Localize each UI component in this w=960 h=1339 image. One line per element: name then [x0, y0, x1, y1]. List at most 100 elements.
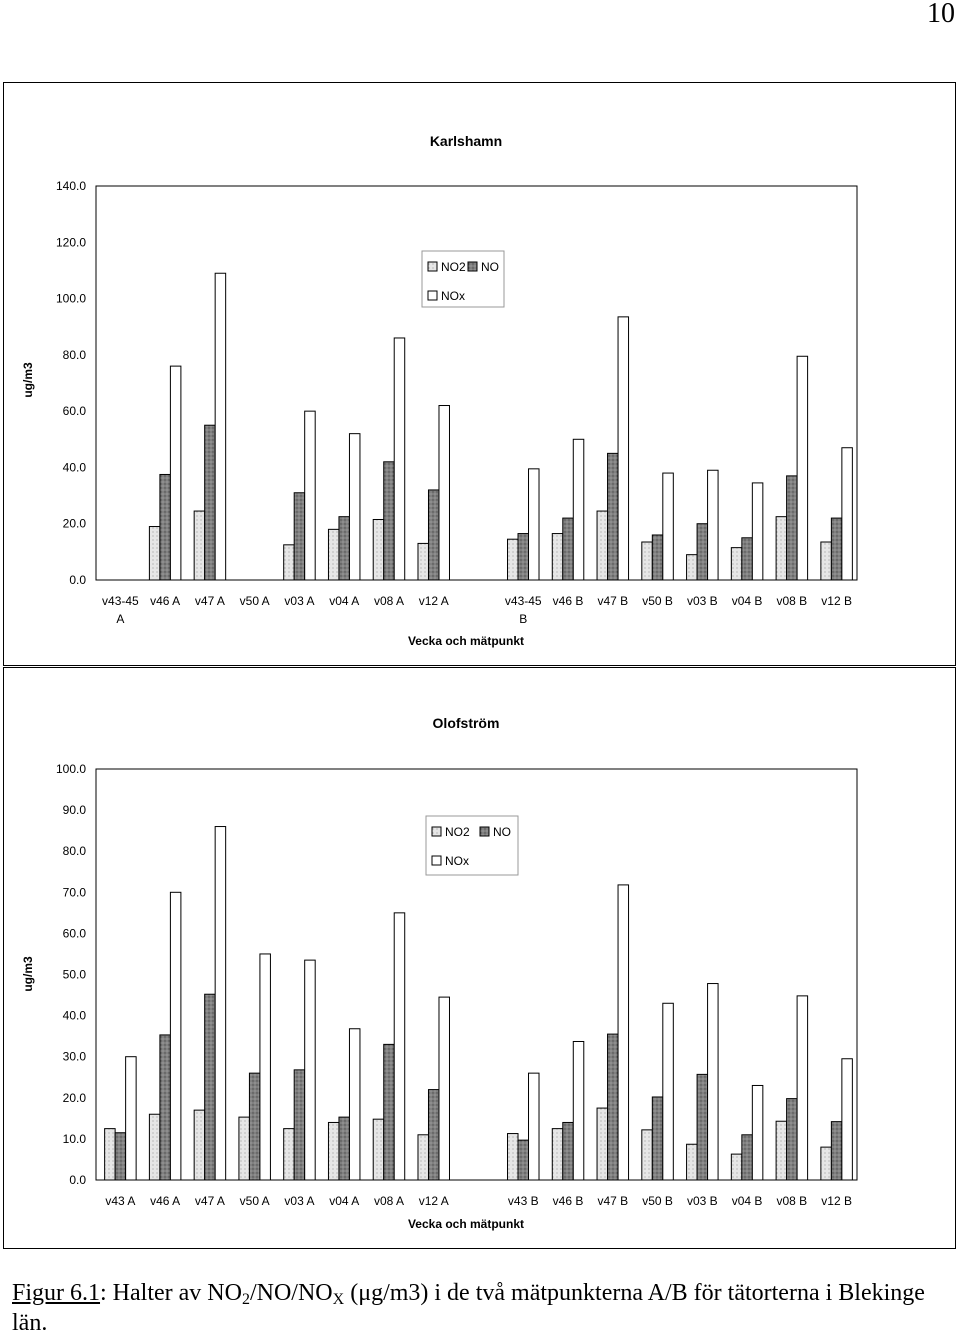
bar-nox	[572, 1040, 585, 1181]
bar-nox	[662, 472, 674, 581]
legend-label-no2: NO2	[445, 825, 470, 839]
bar-no	[293, 492, 306, 581]
bar-nox	[796, 355, 809, 581]
bar-nox	[841, 447, 853, 581]
bar-nox	[528, 1072, 540, 1181]
bar-no	[741, 537, 753, 581]
bar-no2	[686, 554, 698, 581]
bar-no	[383, 461, 395, 581]
bar-nox	[438, 405, 450, 581]
bar-no	[517, 1139, 530, 1181]
bar-no2	[596, 1107, 609, 1181]
y-tick-label: 40.0	[63, 1009, 87, 1023]
x-tick-label: v46 A	[150, 1194, 180, 1208]
y-tick-label: 90.0	[63, 803, 87, 817]
x-tick-label: v08 B	[777, 1194, 808, 1208]
bar-no	[562, 1121, 574, 1181]
x-tick-label: v46 B	[553, 594, 584, 608]
bar-nox	[304, 959, 316, 1181]
bar-nox	[125, 1056, 137, 1181]
x-tick-label: v47 B	[597, 594, 628, 608]
x-tick-label: v12 B	[821, 1194, 852, 1208]
bar-nox	[707, 983, 719, 1181]
bar-no	[159, 1034, 171, 1181]
x-tick-label: v50 A	[240, 594, 270, 608]
bar-no2	[104, 1128, 116, 1181]
x-tick-label: v04 B	[732, 594, 763, 608]
bar-no	[830, 1121, 843, 1181]
x-tick-label: v47 A	[195, 1194, 225, 1208]
plot-area-frame	[95, 768, 858, 1181]
x-tick-label: v47 B	[597, 1194, 628, 1208]
x-tick-label: v12 B	[821, 594, 852, 608]
bar-nox	[438, 996, 450, 1181]
y-tick-label: 0.0	[69, 1173, 86, 1187]
plot-area-frame	[95, 185, 858, 581]
bar-no2	[551, 1128, 564, 1181]
bar-no2	[283, 544, 295, 581]
bar-no2	[641, 1129, 653, 1181]
bar-nox	[214, 272, 227, 581]
y-tick-label: 140.0	[56, 179, 86, 193]
bar-nox	[393, 337, 406, 581]
page-number: 10	[927, 0, 955, 29]
x-tick-label: v43-45 A	[102, 594, 139, 626]
legend-swatch-no	[479, 826, 490, 837]
legend-label-nox: NOx	[441, 289, 465, 303]
caption-subscript-2: X	[332, 1291, 345, 1308]
bar-no	[427, 489, 440, 581]
chart-title: Karlshamn	[430, 133, 502, 149]
bar-nox	[528, 468, 540, 581]
bar-no	[159, 473, 171, 581]
bar-no2	[507, 1133, 519, 1181]
caption-text-2: /NO/NO	[249, 1280, 333, 1306]
bar-nox	[617, 316, 630, 581]
bar-nox	[348, 433, 361, 581]
bar-no2	[551, 533, 564, 581]
chart-karlshamn-svg: Karlshamn ug/m3 Vecka och mätpunkt 0.0 20.0 4…	[21, 133, 858, 648]
x-tick-label: v04 A	[329, 1194, 359, 1208]
y-axis-label: ug/m3	[21, 362, 35, 398]
y-tick-label: 60.0	[63, 926, 87, 940]
x-tick-label: v04 A	[329, 594, 359, 608]
bar-no	[248, 1072, 261, 1181]
legend-swatch-no	[467, 261, 478, 272]
x-tick-label: v08 A	[374, 1194, 404, 1208]
bar-no	[786, 475, 798, 581]
y-axis-label: ug/m3	[21, 956, 35, 992]
bar-no	[338, 1116, 350, 1181]
bar-no2	[820, 541, 832, 581]
x-tick-label: v47 A	[195, 594, 225, 608]
y-tick-label: 0.0	[69, 573, 86, 587]
x-tick-label: v03 B	[687, 594, 718, 608]
y-tick-label: 120.0	[56, 235, 86, 249]
bar-nox	[348, 1028, 361, 1181]
bar-no	[651, 1096, 664, 1181]
bar-nox	[393, 912, 406, 1181]
bar-nox	[259, 953, 271, 1181]
chart-karlshamn: Karlshamn ug/m3 Vecka och mätpunkt 0.0 20.0 4…	[3, 82, 956, 666]
bar-no2	[148, 1113, 161, 1181]
x-tick-label: v12 A	[419, 1194, 449, 1208]
x-tick-label: v50 B	[642, 594, 673, 608]
x-tick-label: v08 A	[374, 594, 404, 608]
x-tick-label: v50 B	[642, 1194, 673, 1208]
bar-no	[114, 1132, 127, 1181]
bar-nox	[304, 410, 316, 581]
bar-no2	[596, 510, 609, 581]
bar-nox	[169, 365, 182, 581]
x-axis-label: Vecka och mätpunkt	[408, 634, 524, 648]
bar-nox	[169, 891, 182, 1181]
y-tick-label: 70.0	[63, 885, 87, 899]
x-tick-label: v03 A	[284, 594, 314, 608]
bar-nox	[707, 469, 719, 581]
bar-no2	[327, 528, 340, 581]
x-tick-label: v04 B	[732, 1194, 763, 1208]
bar-no	[562, 517, 574, 581]
bar-no	[696, 523, 709, 581]
bar-nox	[572, 438, 585, 581]
bar-no	[741, 1134, 753, 1181]
bar-no	[651, 534, 664, 581]
caption-text-3: (μg/m3) i de två mätpunkterna A/B för tä…	[12, 1280, 925, 1336]
bar-nox	[214, 826, 227, 1181]
